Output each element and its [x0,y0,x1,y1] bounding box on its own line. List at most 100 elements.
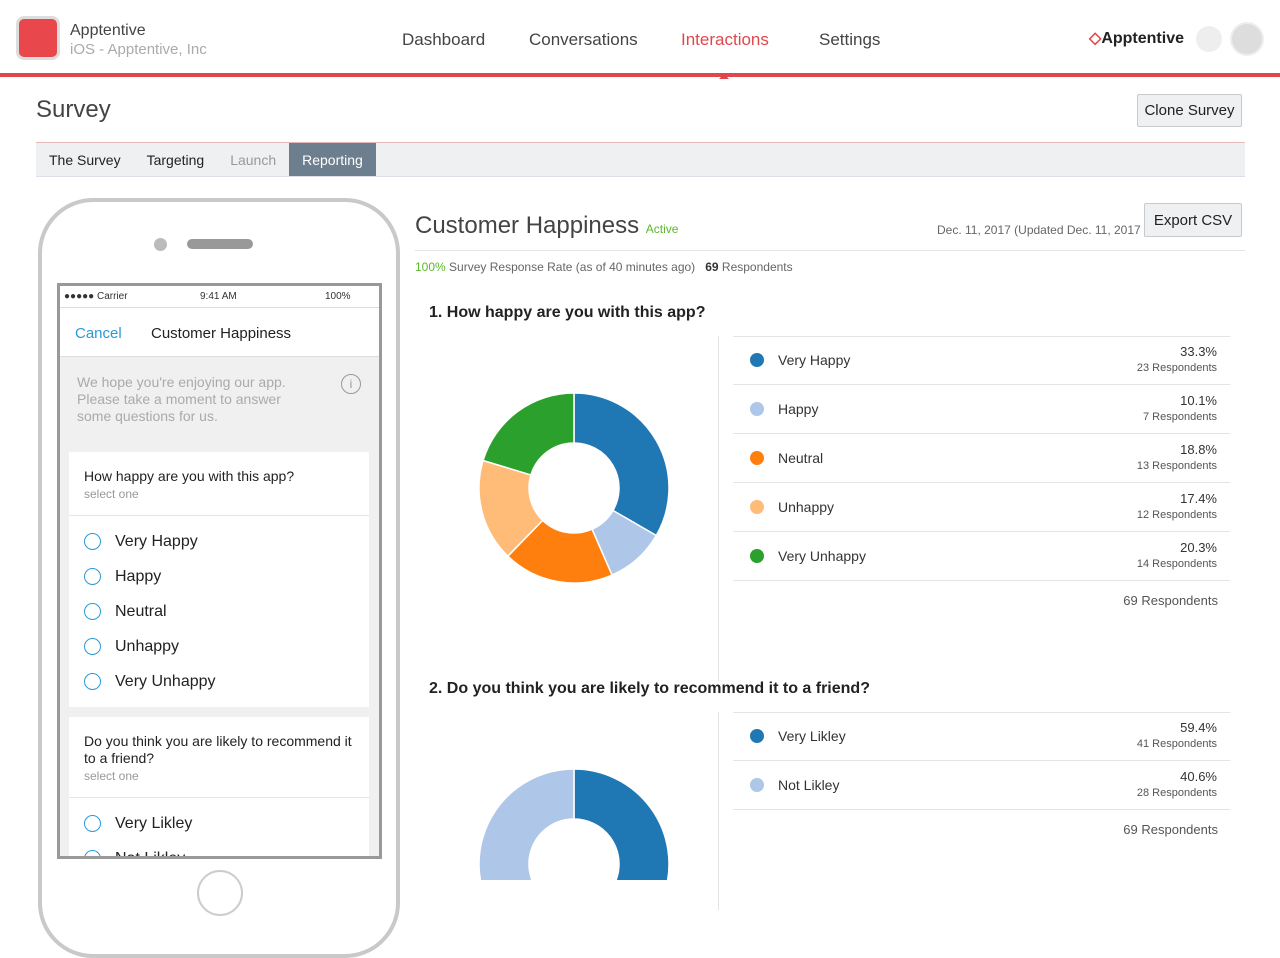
tab[interactable]: Targeting [146,151,205,168]
export-button[interactable]: Export CSV [1144,203,1242,237]
total: 69 Respondents [1000,593,1218,608]
legend-label: Happy [778,401,819,417]
option[interactable]: Not Likley [69,841,369,859]
legend-dot [750,549,764,563]
count-label: Respondents [1152,558,1217,570]
option-label: Happy [115,567,162,585]
info-icon[interactable]: i [341,374,361,394]
radio [84,603,101,620]
question-text: How happy are you with this app? [84,468,295,484]
cancel[interactable]: Cancel [75,325,122,342]
nav-item[interactable]: Interactions [681,30,769,49]
avatar[interactable] [1230,22,1264,56]
option[interactable]: Very Unhappy [69,664,369,699]
legend-dot [750,500,764,514]
count-label: Respondents [1152,460,1217,472]
divider [415,250,1245,251]
phone-title: Customer Happiness [151,325,292,342]
radio [84,568,101,585]
brand: ◇Apptentive [1089,30,1184,47]
brand-text: Apptentive [1101,30,1184,47]
radio [84,533,101,550]
value-label: 40.6% [1180,769,1217,784]
option[interactable]: Happy [69,559,369,594]
legend-dot [750,451,764,465]
nav-item[interactable]: Conversations [529,30,638,49]
value-label: 59.4% [1180,720,1217,735]
legend-top [733,336,1230,337]
count: 13 Respondents [1137,460,1217,472]
option-label: Not Likley [115,849,186,859]
question-hint: select one [84,487,139,501]
option-label: Very Unhappy [115,672,216,690]
option[interactable]: Neutral [69,594,369,629]
option-label: Unhappy [115,637,180,655]
value-label: 17.4% [1180,491,1217,506]
options: Very Likley Not Likley [69,797,369,859]
charts [478,392,670,880]
radio [84,638,101,655]
legend-dot [750,729,764,743]
legend-divider [718,712,719,910]
count-value: 14 [1136,558,1150,570]
nav-item[interactable]: Dashboard [402,30,486,49]
option-label: Neutral [115,602,167,620]
count-label: Respondents [1152,509,1217,521]
bell[interactable] [1196,26,1222,52]
rate-text: Survey Response Rate (as of 40 minutes a… [449,260,696,274]
tab[interactable]: Reporting [289,143,376,176]
total-value: 69 [1123,593,1138,608]
question-text: Do you think you are likely to recommend… [84,733,352,766]
tab[interactable]: Launch [230,151,277,168]
tab[interactable]: The Survey [49,151,121,168]
total-label: Respondents [1141,593,1218,608]
count: 14 Respondents [1137,558,1217,570]
question-card: How happy are you with this app? select o… [69,452,369,707]
phone-screen: ●●●●● Carrier 9:41 AM 100% Cancel Custom… [57,283,382,859]
option[interactable]: Unhappy [69,629,369,664]
count: 12 Respondents [1137,509,1217,521]
count-value: 13 [1136,460,1150,472]
radio [84,815,101,832]
status: Active [645,222,679,236]
value-label: 18.8% [1180,442,1217,457]
app-icon [16,16,60,60]
carrier: ●●●●● Carrier [64,291,128,302]
option[interactable]: Very Happy [69,524,369,559]
speaker [187,239,253,249]
question-hint: select one [84,769,139,783]
report-title-text: Customer Happiness [415,212,640,239]
time: 9:41 AM [200,291,237,302]
legend-row: Very Happy 33.3% 23 Respondents [733,336,1230,385]
legend-row: Unhappy 17.4% 12 Respondents [733,483,1230,532]
legend-label: Not Likley [778,777,840,793]
radio [84,673,101,690]
nav-caret [719,69,729,79]
question-card: Do you think you are likely to recommend… [69,717,369,859]
options: Very Happy Happy Neutral Unhappy Very Unhapp… [69,515,369,707]
app-sub: iOS - Apptentive, Inc [70,41,207,58]
donut-slice [573,768,670,880]
value-label: 10.1% [1180,393,1217,408]
legend-top [733,712,1230,713]
nav-item[interactable]: Settings [819,30,881,49]
donut-slice [482,392,575,476]
legend-dot [750,402,764,416]
legend-label: Neutral [778,450,824,466]
legend-row: Happy 10.1% 7 Respondents [733,385,1230,434]
report-title: Customer Happiness Active [415,212,678,240]
date: Dec. 11, 2017 (Updated Dec. 11, 2017 ) [937,223,1149,237]
legend-dot [750,353,764,367]
clone-button[interactable]: Clone Survey [1137,94,1242,127]
respondents-count: 69 [705,260,719,274]
legend-dot [750,778,764,792]
total-value: 69 [1123,822,1138,837]
count: 28 Respondents [1137,787,1217,799]
page-title: Survey [36,96,111,123]
option[interactable]: Very Likley [69,806,369,841]
chart-title: 2. Do you think you are likely to recomm… [429,680,870,697]
count: 23 Respondents [1137,362,1217,374]
header [0,0,1280,77]
count-value: 41 [1136,738,1150,750]
